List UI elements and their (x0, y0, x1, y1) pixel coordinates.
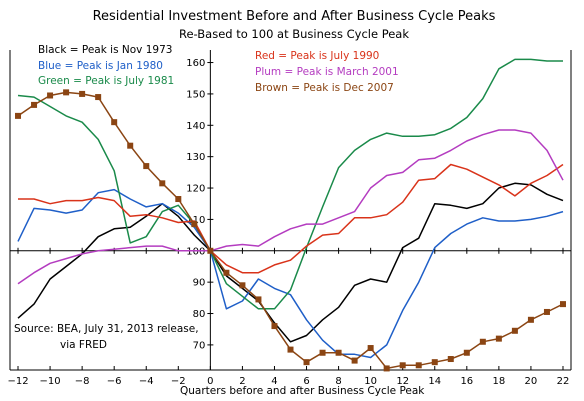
series-marker-5 (399, 362, 406, 369)
series-marker-5 (383, 365, 390, 372)
y-tick-label: 130 (186, 152, 205, 163)
series-layer (15, 58, 566, 372)
y-tick-label: 160 (186, 58, 205, 69)
series-line-4 (17, 129, 564, 285)
series-marker-5 (15, 112, 22, 119)
series-marker-5 (255, 296, 262, 303)
legend-entry-2: Green = Peak is July 1981 (38, 75, 174, 87)
y-tick-label: 90 (193, 278, 206, 289)
series-marker-5 (463, 349, 470, 356)
x-tick-label: 14 (428, 376, 441, 387)
series-marker-5 (479, 338, 486, 345)
y-tick-label: 140 (186, 121, 205, 132)
source-note-line-1: Source: BEA, July 31, 2013 release, (14, 323, 199, 335)
series-marker-5 (31, 101, 38, 108)
series-marker-5 (63, 89, 70, 96)
series-marker-5 (511, 327, 518, 334)
legend-entry-4: Plum = Peak is March 2001 (255, 66, 399, 78)
x-tick-label: −4 (139, 376, 154, 387)
axes-layer: −12 −10 −8 −6 −4 −2 0 2 4 6 8 10 12 14 16 18 20 22 70 80 90 1… (7, 50, 572, 387)
legend-entry-0: Black = Peak is Nov 1973 (38, 44, 172, 56)
series-marker-5 (335, 349, 342, 356)
series-marker-5 (527, 316, 534, 323)
source-layer: Source: BEA, July 31, 2013 release, via F… (14, 323, 199, 351)
y-tick-label: 100 (186, 246, 205, 257)
x-tick-label: 0 (207, 376, 213, 387)
x-tick-label: −12 (7, 376, 28, 387)
x-tick-label: 12 (396, 376, 409, 387)
series-marker-5 (303, 359, 310, 366)
series-marker-5 (95, 94, 102, 101)
y-tick-label: 80 (193, 309, 206, 320)
series-marker-5 (239, 282, 246, 289)
series-marker-5 (111, 119, 118, 126)
chart-subtitle: Re-Based to 100 at Business Cycle Peak (179, 27, 409, 41)
series-marker-5 (143, 163, 150, 170)
series-marker-5 (127, 142, 134, 149)
series-marker-5 (159, 180, 166, 187)
x-tick-label: −6 (107, 376, 122, 387)
series-marker-5 (207, 247, 214, 254)
x-tick-label: 4 (271, 376, 277, 387)
series-marker-5 (287, 346, 294, 353)
series-marker-5 (319, 349, 326, 356)
series-line-0 (17, 182, 564, 343)
x-axis-label: Quarters before and after Business Cycle… (180, 385, 425, 397)
series-line-3 (18, 163, 564, 274)
x-tick-label: −10 (40, 376, 61, 387)
x-tick-label: 18 (493, 376, 506, 387)
series-line-2 (17, 58, 563, 310)
y-tick-label: 120 (186, 184, 205, 195)
series-marker-5 (47, 92, 54, 99)
series-marker-5 (175, 196, 182, 203)
legend-entry-5: Brown = Peak is Dec 2007 (255, 82, 394, 94)
series-marker-5 (559, 301, 566, 308)
series-marker-5 (447, 356, 454, 363)
x-tick-label: 22 (557, 376, 570, 387)
series-marker-5 (223, 269, 230, 276)
series-marker-5 (415, 362, 422, 369)
chart-title: Residential Investment Before and After … (93, 9, 496, 24)
series-marker-5 (79, 90, 86, 97)
x-tick-label: 2 (239, 376, 245, 387)
series-marker-5 (431, 359, 438, 366)
x-tick-label: 6 (303, 376, 309, 387)
x-tick-label: −8 (75, 376, 90, 387)
series-marker-5 (367, 345, 374, 352)
x-tick-label: 8 (335, 376, 341, 387)
legend-entry-1: Blue = Peak is Jan 1980 (38, 60, 163, 72)
x-tick-label: 10 (364, 376, 377, 387)
x-tick-label: −2 (171, 376, 186, 387)
series-marker-5 (495, 335, 502, 342)
legend-layer: Black = Peak is Nov 1973 Blue = Peak is J… (38, 44, 399, 94)
series-marker-5 (351, 357, 358, 364)
series-marker-5 (191, 221, 198, 228)
y-tick-label: 150 (186, 89, 205, 100)
y-tick-label: 110 (186, 215, 205, 226)
legend-entry-3: Red = Peak is July 1990 (255, 50, 379, 62)
x-tick-label: 16 (460, 376, 473, 387)
y-tick-label: 70 (193, 340, 206, 351)
source-note-line-2: via FRED (60, 339, 107, 351)
x-tick-label: 20 (525, 376, 538, 387)
series-line-1 (17, 188, 564, 359)
series-marker-5 (543, 308, 550, 315)
series-marker-5 (271, 323, 278, 330)
